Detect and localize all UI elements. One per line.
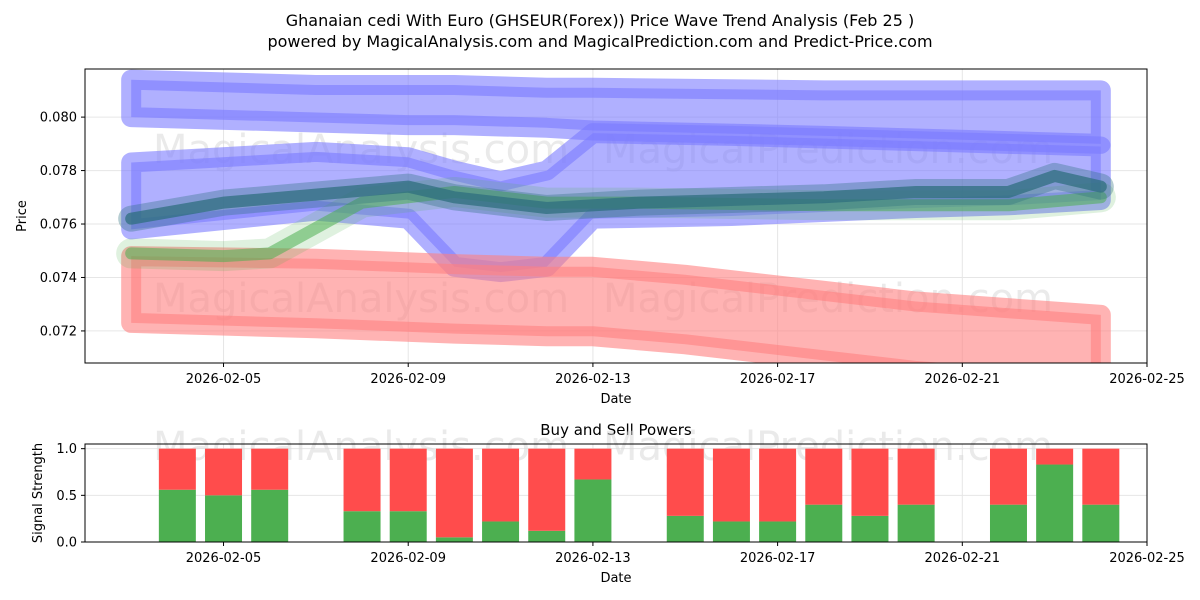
x-tick-label: 2026-02-09 bbox=[370, 372, 446, 387]
signal-title: Buy and Sell Powers bbox=[540, 421, 692, 439]
signal-x-axis: 2026-02-05 2026-02-09 2026-02-13 2026-02-17… bbox=[186, 542, 1185, 566]
buy-bar bbox=[435, 537, 473, 542]
x-tick-label: 2026-02-05 bbox=[186, 551, 262, 566]
buy-bar bbox=[666, 515, 704, 542]
x-tick-label: 2026-02-17 bbox=[740, 372, 816, 387]
buy-bar bbox=[759, 521, 797, 542]
teal-wave bbox=[125, 169, 1107, 225]
chart-title: Ghanaian cedi With Euro (GHSEUR(Forex)) … bbox=[286, 11, 914, 30]
chart-subtitle: powered by MagicalAnalysis.com and Magic… bbox=[267, 32, 932, 51]
sell-bar bbox=[712, 448, 750, 522]
y-tick-label: 0.5 bbox=[56, 489, 77, 504]
x-tick-label: 2026-02-05 bbox=[186, 372, 262, 387]
sell-bar bbox=[1036, 448, 1074, 465]
y-tick-label: 0.080 bbox=[40, 111, 77, 126]
sell-bar bbox=[989, 448, 1027, 505]
sell-bar bbox=[805, 448, 843, 505]
price-panel: MagicalAnalysis.comMagicalPrediction.com… bbox=[15, 68, 1185, 407]
signal-x-label: Date bbox=[600, 571, 631, 586]
signal-y-label: Signal Strength bbox=[31, 443, 46, 543]
x-tick-label: 2026-02-09 bbox=[370, 551, 446, 566]
price-plot-frame bbox=[84, 68, 1148, 364]
sell-bar bbox=[666, 448, 704, 516]
x-tick-label: 2026-02-21 bbox=[925, 372, 1001, 387]
buy-bar bbox=[251, 489, 289, 542]
signal-panel: Buy and Sell Powers MagicalAnalysis.com M… bbox=[31, 421, 1185, 586]
sell-bar bbox=[435, 448, 473, 538]
y-tick-label: 1.0 bbox=[56, 442, 77, 457]
price-y-label: Price bbox=[15, 200, 30, 232]
y-tick-label: 0.074 bbox=[40, 271, 77, 286]
buy-bar bbox=[805, 504, 843, 542]
sell-bar bbox=[343, 448, 381, 512]
x-tick-label: 2026-02-13 bbox=[555, 551, 631, 566]
signal-bars bbox=[158, 448, 1120, 542]
buy-bar bbox=[482, 521, 520, 542]
y-tick-label: 0.072 bbox=[40, 324, 77, 339]
sell-bar bbox=[158, 448, 196, 490]
y-tick-label: 0.076 bbox=[40, 218, 77, 233]
buy-bar bbox=[205, 495, 243, 542]
buy-bar bbox=[343, 511, 381, 542]
buy-bar bbox=[389, 511, 427, 542]
price-x-label: Date bbox=[600, 392, 631, 407]
sell-bar bbox=[205, 448, 243, 496]
x-tick-label: 2026-02-25 bbox=[1109, 372, 1185, 387]
buy-bar bbox=[1036, 464, 1074, 542]
buy-bar bbox=[528, 530, 566, 542]
sell-bar bbox=[251, 448, 289, 490]
x-tick-label: 2026-02-25 bbox=[1109, 551, 1185, 566]
sell-bar bbox=[574, 448, 612, 480]
sell-bar bbox=[482, 448, 520, 522]
y-tick-label: 0.0 bbox=[56, 536, 77, 551]
y-tick-label: 0.078 bbox=[40, 164, 77, 179]
sell-bar bbox=[851, 448, 889, 516]
sell-bar bbox=[759, 448, 797, 522]
sell-bar bbox=[528, 448, 566, 531]
x-tick-label: 2026-02-21 bbox=[925, 551, 1001, 566]
buy-bar bbox=[574, 479, 612, 542]
price-series bbox=[116, 69, 1116, 363]
signal-plot-frame bbox=[84, 443, 1148, 543]
sell-bar bbox=[897, 448, 935, 505]
buy-bar bbox=[158, 489, 196, 542]
price-x-axis: 2026-02-05 2026-02-09 2026-02-13 2026-02-17… bbox=[186, 363, 1185, 387]
buy-bar bbox=[1082, 504, 1120, 542]
buy-bar bbox=[712, 521, 750, 542]
x-tick-label: 2026-02-17 bbox=[740, 551, 816, 566]
lower-wave-band bbox=[121, 246, 1111, 363]
price-y-axis: 0.072 0.074 0.076 0.078 0.080 bbox=[40, 111, 85, 339]
buy-bar bbox=[897, 504, 935, 542]
signal-y-axis: 0.0 0.5 1.0 bbox=[56, 442, 85, 551]
sell-bar bbox=[1082, 448, 1120, 505]
x-tick-label: 2026-02-13 bbox=[555, 372, 631, 387]
sell-bar bbox=[389, 448, 427, 512]
buy-bar bbox=[989, 504, 1027, 542]
buy-bar bbox=[851, 515, 889, 542]
